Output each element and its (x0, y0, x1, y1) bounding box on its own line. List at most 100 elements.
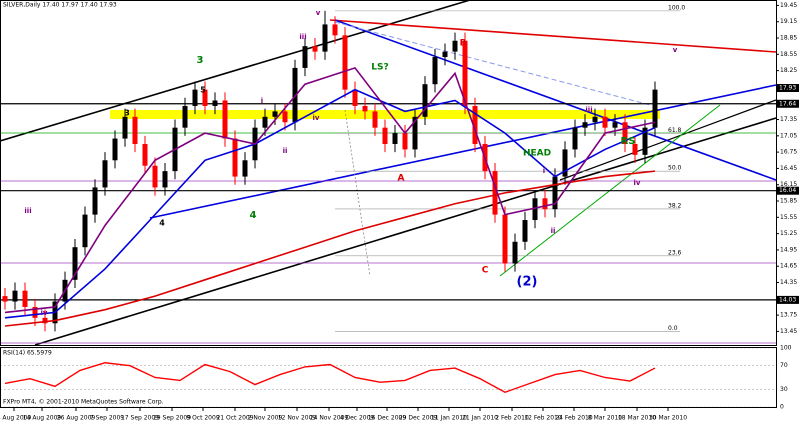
y-tick-label: 15.25 (780, 230, 797, 237)
rsi-tick-label: 70 (780, 362, 788, 369)
rsi-tick-label: 100 (780, 345, 792, 352)
candle-body (572, 127, 578, 150)
y-tick-label: 18.85 (780, 35, 797, 42)
candle-body (232, 138, 238, 177)
candle-body (462, 40, 468, 106)
candle-body (452, 40, 458, 52)
y-tick-label: 19.15 (780, 18, 797, 25)
x-tick-label: 26 Aug 2009 (57, 415, 96, 422)
candle-body (542, 198, 548, 210)
wave-label: i (261, 97, 263, 105)
wave-label: iv (634, 179, 641, 187)
wave-label: i (543, 167, 545, 175)
x-tick-label: 14 Aug 2009 (23, 415, 62, 422)
footer: FXPro MT4, © 2001-2010 MetaQuotes Softwa… (3, 399, 164, 406)
wave-label: iv (41, 309, 48, 317)
candle-body (112, 138, 118, 161)
wave-label: ii (283, 147, 288, 155)
candle-body (162, 171, 168, 188)
candle-body (22, 290, 28, 307)
fib-label: 100.0 (668, 4, 685, 11)
wave-label: 3 (197, 55, 204, 66)
fib-label: 61.8 (668, 127, 682, 134)
blue-downtrend (334, 19, 777, 181)
candle-body (182, 105, 188, 128)
price-marker-box (777, 84, 799, 93)
candle-body (372, 111, 378, 128)
candle-body (322, 24, 328, 52)
rsi-frame (0, 347, 777, 408)
x-tick-label: 4 Aug 2009 (0, 415, 31, 422)
candle-body (562, 149, 568, 177)
x-tick-label: 2 Nov 2009 (248, 415, 283, 422)
fib-label: 38.2 (668, 202, 682, 209)
x-tick-label: 7 Sep 2009 (90, 415, 124, 422)
candle-body (632, 143, 638, 155)
price-marker: 17.93 (779, 85, 796, 92)
price-marker: 17.64 (779, 100, 796, 107)
moving-average (4, 66, 656, 314)
wave-label: v (316, 9, 321, 17)
candle-body (412, 116, 418, 150)
x-tick-label: 12 Nov 2009 (278, 415, 317, 422)
plot: 19.4519.1518.8518.5518.2517.9517.6517.35… (0, 2, 799, 422)
candle-body (142, 143, 148, 166)
wave-label: (2) (517, 275, 538, 290)
candle-body (522, 220, 528, 242)
candle-body (102, 160, 108, 188)
candle-body (362, 105, 368, 112)
moving-average (4, 170, 656, 327)
candle-body (32, 306, 38, 318)
candle-body (332, 24, 338, 36)
x-tick-label: 4 Dec 2009 (340, 415, 375, 422)
wave-label: 4 (250, 210, 257, 221)
wave-label: iii (24, 207, 31, 215)
candle-body (222, 100, 228, 139)
wave-label: LS? (371, 63, 388, 73)
trendlines (0, 0, 777, 346)
candle-body (402, 133, 408, 150)
candle-body (212, 100, 218, 106)
moving-average (4, 88, 656, 319)
candle-body (442, 51, 448, 58)
wave-label: iii (585, 106, 592, 114)
x-tick-label: 2 Feb 2010 (495, 415, 529, 422)
x-tick-label: 29 Sep 2009 (153, 415, 191, 422)
y-tick-label: 16.15 (780, 181, 797, 188)
x-tick-label: 16 Dec 2009 (368, 415, 407, 422)
candle-body (472, 105, 478, 144)
candle-body (132, 116, 138, 144)
wave-label: v (673, 46, 678, 54)
candle-body (82, 214, 88, 248)
candle-body (312, 46, 318, 52)
y-tick-label: 15.85 (780, 198, 797, 205)
candle-body (12, 290, 18, 302)
y-tick-label: 16.45 (780, 165, 797, 172)
candle-body (592, 116, 598, 123)
candle-body (272, 111, 278, 117)
y-tick-label: 18.25 (780, 67, 797, 74)
candle-body (262, 116, 268, 128)
candle-body (612, 122, 618, 128)
candle-body (622, 122, 628, 144)
candle-body (352, 89, 358, 106)
y-tick-label: 14.95 (780, 246, 797, 253)
candle-body (202, 89, 208, 106)
candle-body (652, 89, 658, 128)
candle-body (552, 176, 558, 210)
candle-body (2, 296, 8, 302)
candle-body (602, 116, 608, 128)
price-marker-box (777, 295, 799, 304)
rsi-tick-label: 0 (780, 404, 784, 411)
candle-body (502, 214, 508, 264)
fib-label: 0.0 (668, 325, 678, 332)
y-tick-label: 14.35 (780, 279, 797, 286)
candle-body (152, 165, 158, 188)
y-tick-label: 17.35 (780, 116, 797, 123)
x-tick-label: 18 Mar 2010 (618, 415, 656, 422)
rsi-title: RSI(14) 65.5979 (3, 350, 52, 357)
price-marker-box (777, 99, 799, 108)
dashed-trendline (334, 21, 651, 106)
